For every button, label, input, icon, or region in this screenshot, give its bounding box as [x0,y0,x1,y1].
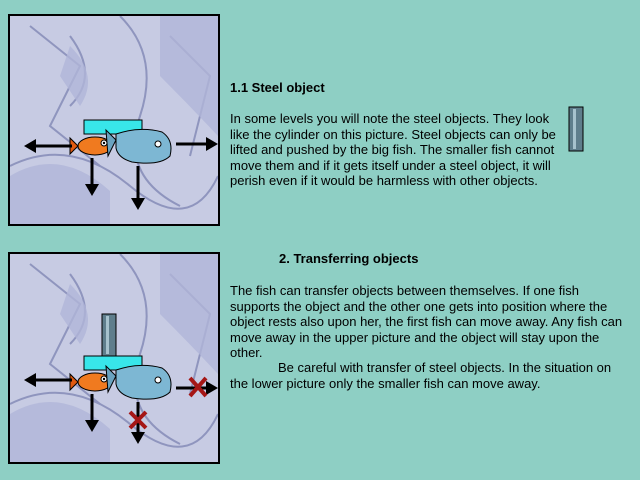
small-fish-orange [69,372,113,392]
arrow-right-icon [176,381,218,395]
section-body-steel-object: In some levels you will note the steel o… [230,111,556,188]
blocked-cross-icon [128,410,148,430]
arrow-down-icon [85,158,99,196]
blocked-cross-icon [188,376,208,398]
illustration-lower [8,252,220,464]
section-title-transferring-objects: 2. Transferring objects [279,251,419,266]
steel-cylinder [101,313,117,357]
section-note-steel-transfer: Be careful with transfer of steel object… [230,360,612,391]
steel-cylinder-icon [568,106,584,157]
section-title-steel-object: 1.1 Steel object [230,80,325,95]
shipwreck-shading [10,16,218,224]
arrow-left-icon [24,373,72,387]
small-fish-orange [69,136,113,156]
illustration-upper [8,14,220,226]
arrow-left-icon [24,139,72,153]
section-body-transferring-objects: The fish can transfer objects between th… [230,283,623,360]
big-fish-blue [105,364,172,400]
shipwreck-shading [10,254,218,462]
big-fish-blue [105,128,172,164]
arrow-down-icon [85,394,99,432]
arrow-right-icon [176,137,218,151]
arrow-down-icon [131,166,145,210]
